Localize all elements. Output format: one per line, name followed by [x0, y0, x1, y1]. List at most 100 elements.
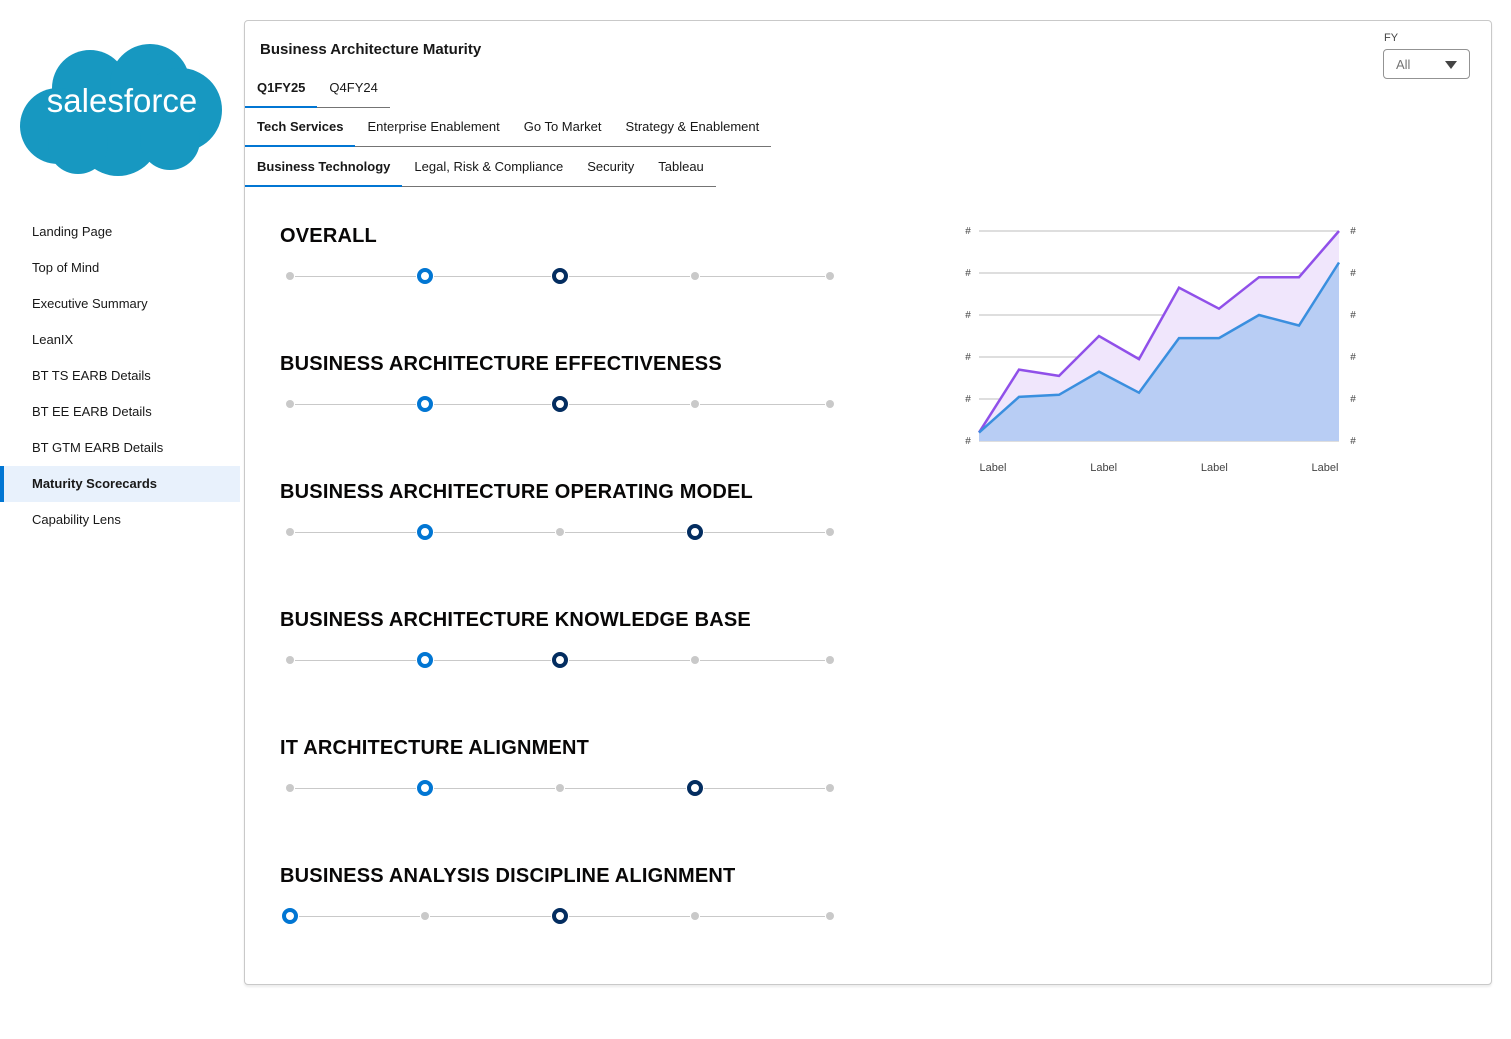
step-marker[interactable] — [826, 656, 834, 664]
maturity-progress-track — [280, 524, 840, 540]
step-marker[interactable] — [556, 528, 564, 536]
step-marker[interactable] — [286, 272, 294, 280]
current-level-marker[interactable] — [417, 268, 433, 284]
target-level-marker[interactable] — [687, 524, 703, 540]
y-tick-label-right: # — [1350, 310, 1356, 321]
salesforce-logo: salesforce — [20, 44, 222, 176]
target-level-marker[interactable] — [687, 780, 703, 796]
sidebar-item-bt-ts-earb-details[interactable]: BT TS EARB Details — [32, 368, 151, 383]
sidebar-item-maturity-scorecards[interactable]: Maturity Scorecards — [0, 466, 240, 502]
track-segment — [704, 532, 825, 533]
y-tick-label-left: # — [965, 310, 971, 321]
step-marker[interactable] — [826, 528, 834, 536]
track-segment — [299, 916, 420, 917]
y-tick-label-right: # — [1350, 268, 1356, 279]
fy-label: FY — [1384, 32, 1399, 44]
step-marker[interactable] — [691, 272, 699, 280]
track-segment — [295, 788, 416, 789]
track-segment — [434, 532, 555, 533]
tab-tableau[interactable]: Tableau — [658, 159, 704, 174]
sidebar-item-bt-gtm-earb-details[interactable]: BT GTM EARB Details — [32, 440, 164, 455]
track-segment — [700, 916, 825, 917]
tab-security[interactable]: Security — [587, 159, 635, 174]
track-segment — [569, 404, 690, 405]
track-segment — [434, 404, 551, 405]
series-line-upper — [977, 230, 1340, 434]
track-segment — [434, 660, 551, 661]
step-marker[interactable] — [556, 784, 564, 792]
tab-go-to-market[interactable]: Go To Market — [523, 119, 602, 134]
scorecard-business-architecture-knowledge-base: BUSINESS ARCHITECTURE KNOWLEDGE BASE — [280, 608, 880, 668]
current-level-marker[interactable] — [417, 524, 433, 540]
sidebar-item-landing-page[interactable]: Landing Page — [32, 224, 113, 239]
x-tick-label: Label — [1090, 462, 1117, 474]
tab-strategy-enablement[interactable]: Strategy & Enablement — [625, 119, 760, 134]
maturity-progress-track — [280, 396, 840, 412]
tab-q4fy24[interactable]: Q4FY24 — [329, 80, 378, 95]
step-marker[interactable] — [826, 784, 834, 792]
logo-text: salesforce — [47, 82, 197, 119]
maturity-progress-track — [280, 908, 840, 924]
sidebar-item-executive-summary[interactable]: Executive Summary — [32, 296, 148, 311]
page-title: Business Architecture Maturity — [260, 41, 482, 58]
step-marker[interactable] — [691, 400, 699, 408]
scorecard-title: BUSINESS ARCHITECTURE KNOWLEDGE BASE — [280, 609, 751, 631]
step-marker[interactable] — [826, 400, 834, 408]
scorecard-business-architecture-operating-model: BUSINESS ARCHITECTURE OPERATING MODEL — [280, 480, 880, 540]
caret-down-icon — [1445, 61, 1457, 69]
track-segment — [569, 660, 690, 661]
group-tabs: Tech Services Enterprise Enablement Go To … — [245, 107, 772, 147]
tab-business-technology[interactable]: Business Technology — [245, 147, 403, 187]
track-segment — [700, 660, 825, 661]
tab-tech-services[interactable]: Tech Services — [245, 107, 356, 147]
step-marker[interactable] — [286, 400, 294, 408]
step-marker[interactable] — [286, 656, 294, 664]
target-level-marker[interactable] — [552, 268, 568, 284]
scorecard-title: BUSINESS ARCHITECTURE EFFECTIVENESS — [280, 353, 722, 375]
lower-area — [979, 262, 1339, 441]
y-tick-label-right: # — [1350, 436, 1356, 447]
step-marker[interactable] — [286, 784, 294, 792]
step-marker[interactable] — [826, 272, 834, 280]
y-tick-label-left: # — [965, 268, 971, 279]
current-level-marker[interactable] — [417, 396, 433, 412]
step-marker[interactable] — [691, 912, 699, 920]
y-tick-label-right: # — [1350, 352, 1356, 363]
x-tick-label: Label — [1201, 462, 1228, 474]
maturity-area-chart: # # # # # # # # # # # # Label Label Label Label — [965, 226, 1356, 474]
track-segment — [700, 276, 825, 277]
step-marker[interactable] — [421, 912, 429, 920]
target-level-marker[interactable] — [552, 396, 568, 412]
current-level-marker[interactable] — [417, 652, 433, 668]
track-segment — [295, 276, 416, 277]
step-marker[interactable] — [286, 528, 294, 536]
track-segment — [704, 788, 825, 789]
scorecard-business-architecture-effectiveness: BUSINESS ARCHITECTURE EFFECTIVENESS — [280, 352, 880, 412]
target-level-marker[interactable] — [552, 908, 568, 924]
fy-select[interactable]: All — [1383, 49, 1470, 79]
track-segment — [295, 660, 416, 661]
tab-legal-risk-compliance[interactable]: Legal, Risk & Compliance — [414, 159, 564, 174]
sidebar-item-top-of-mind[interactable]: Top of Mind — [32, 260, 100, 275]
track-segment — [565, 532, 686, 533]
track-segment — [700, 404, 825, 405]
track-segment — [295, 532, 416, 533]
sidebar-item-leanix[interactable]: LeanIX — [32, 332, 74, 347]
step-marker[interactable] — [826, 912, 834, 920]
track-segment — [295, 404, 416, 405]
current-level-marker[interactable] — [417, 780, 433, 796]
sidebar-item-bt-ee-earb-details[interactable]: BT EE EARB Details — [32, 404, 152, 419]
y-tick-label-left: # — [965, 352, 971, 363]
step-marker[interactable] — [691, 656, 699, 664]
scorecard-title: OVERALL — [280, 225, 377, 247]
tab-enterprise-enablement[interactable]: Enterprise Enablement — [367, 119, 500, 134]
current-level-marker[interactable] — [282, 908, 298, 924]
tab-q1fy25[interactable]: Q1FY25 — [245, 68, 318, 108]
y-tick-label-right: # — [1350, 394, 1356, 405]
target-level-marker[interactable] — [552, 652, 568, 668]
fy-select-value: All — [1396, 57, 1411, 72]
upper-area — [979, 231, 1339, 433]
maturity-progress-track — [280, 780, 840, 796]
series-line-lower — [978, 261, 1341, 434]
sidebar-item-capability-lens[interactable]: Capability Lens — [32, 512, 121, 527]
